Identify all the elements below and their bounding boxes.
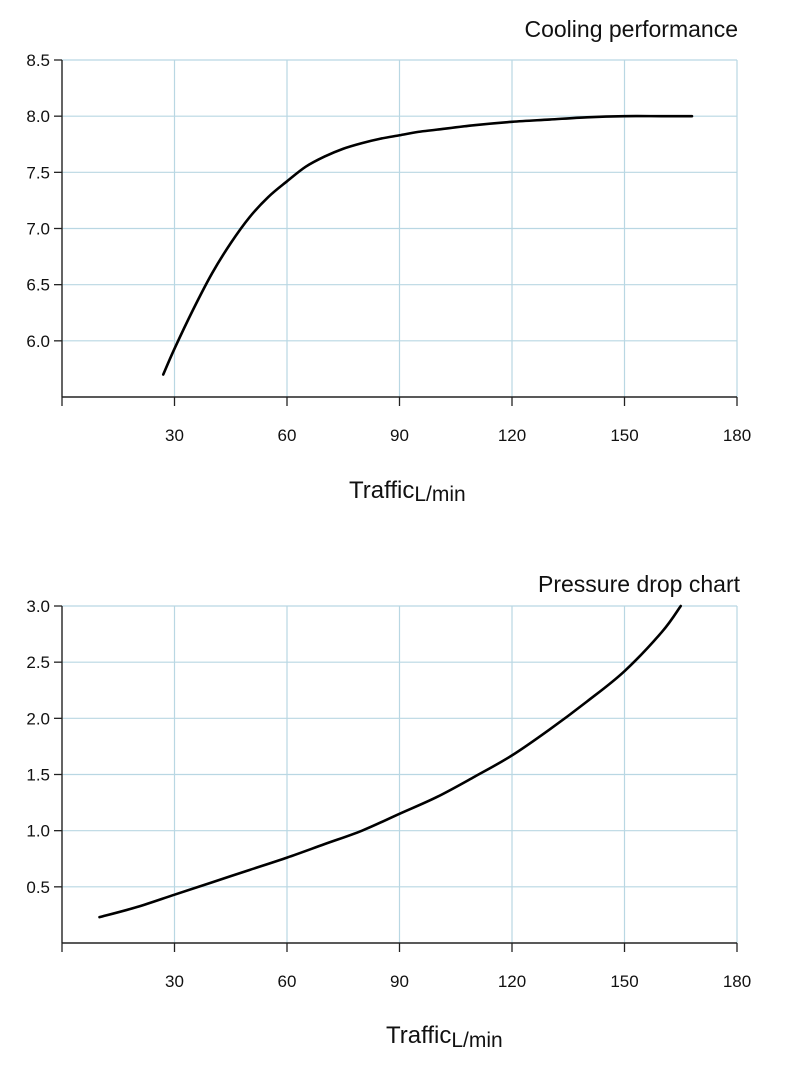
x-axis-label-unit: L/min — [451, 1029, 502, 1052]
pressure-drop-chart: 30 60 90 120 150 180 0.5 1.0 1.5 2.0 2.5 3.0 Pressu… — [0, 547, 800, 1087]
y-tick-label: 7.5 — [26, 163, 50, 182]
y-tick-label: 2.0 — [26, 709, 50, 728]
y-tick-label: 3.0 — [26, 597, 50, 616]
x-tick-label: 60 — [278, 972, 297, 991]
x-tick-label: 60 — [278, 426, 297, 445]
series-line — [98, 604, 683, 919]
y-tick-label: 0.5 — [26, 878, 50, 897]
x-axis-label-main: Traffic — [349, 477, 414, 504]
x-tick-label: 30 — [165, 426, 184, 445]
y-tick-label: 8.5 — [26, 51, 50, 70]
x-tick-label: 90 — [390, 426, 409, 445]
y-tick-label: 6.5 — [26, 276, 50, 295]
series-line — [161, 114, 694, 376]
x-axis-label-main: Traffic — [386, 1022, 451, 1049]
x-tick-label: 180 — [723, 972, 751, 991]
y-tick-label: 6.0 — [26, 332, 50, 351]
y-tick-label: 8.0 — [26, 107, 50, 126]
cooling-performance-chart: 30 60 90 120 150 180 6.0 6.5 7.0 7.5 8.0 8.5 Coolin… — [0, 0, 800, 540]
x-tick-label: 90 — [390, 972, 409, 991]
x-tick-label: 120 — [498, 426, 526, 445]
x-tick-label: 150 — [610, 426, 638, 445]
y-tick-label: 1.5 — [26, 766, 50, 785]
y-tick-label: 7.0 — [26, 220, 50, 239]
x-tick-label: 150 — [610, 972, 638, 991]
x-axis-label-unit: L/min — [414, 483, 465, 506]
chart-title: Cooling performance — [524, 16, 738, 42]
x-axis-label: TrafficL/min — [349, 477, 466, 506]
cooling-performance-svg: 30 60 90 120 150 180 6.0 6.5 7.0 7.5 8.0 8.5 Coolin… — [26, 16, 751, 506]
y-tick-label: 1.0 — [26, 822, 50, 841]
x-axis-label: TrafficL/min — [386, 1022, 503, 1052]
x-tick-label: 180 — [723, 426, 751, 445]
chart-title: Pressure drop chart — [538, 571, 741, 597]
x-tick-label: 30 — [165, 972, 184, 991]
y-tick-label: 2.5 — [26, 653, 50, 672]
x-tick-label: 120 — [498, 972, 526, 991]
pressure-drop-svg: 30 60 90 120 150 180 0.5 1.0 1.5 2.0 2.5 3.0 Pressu… — [26, 571, 751, 1052]
